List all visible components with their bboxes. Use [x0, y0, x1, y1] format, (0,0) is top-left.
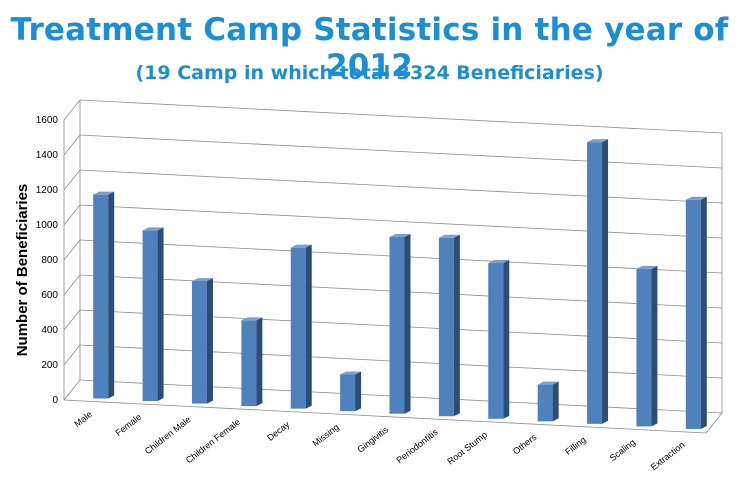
gridline	[79, 99, 723, 134]
bar-front	[290, 247, 306, 409]
y-tick-label: 1200	[36, 185, 59, 196]
bar-top	[389, 233, 411, 237]
bar	[290, 244, 312, 409]
bar	[587, 139, 609, 424]
bar-front	[191, 281, 207, 404]
bar-side	[700, 196, 707, 429]
x-tick-label: Filling	[563, 435, 588, 457]
bar-side	[503, 260, 510, 419]
bar	[340, 371, 362, 412]
bar-top	[142, 227, 164, 231]
y-tick-label: 600	[41, 290, 58, 301]
bar	[488, 260, 510, 419]
bar-front	[488, 263, 504, 419]
bar-front	[389, 236, 405, 414]
bar	[191, 278, 213, 404]
gridline-side	[63, 344, 81, 366]
bar	[537, 381, 559, 422]
y-tick-label: 800	[41, 255, 58, 266]
bar-side	[206, 278, 213, 404]
x-tick-label: Scaling	[608, 437, 637, 463]
bar-top	[537, 381, 559, 385]
gridline	[79, 169, 723, 204]
x-tick-label: Female	[113, 412, 143, 438]
y-tick-label: 200	[41, 360, 58, 371]
bar-top	[191, 278, 213, 282]
bar-top	[685, 196, 707, 200]
bar-top	[438, 234, 460, 238]
bar	[142, 227, 164, 402]
axes	[63, 100, 723, 434]
gridline	[79, 134, 723, 169]
bar-front	[438, 237, 454, 417]
bar-front	[636, 268, 652, 427]
bar-side	[453, 234, 460, 417]
bar-side	[602, 139, 609, 424]
bar-top	[636, 265, 658, 269]
bar-front	[241, 320, 257, 407]
bar-front	[340, 374, 356, 412]
bar	[389, 233, 411, 414]
y-tick-label: 1600	[36, 115, 59, 126]
y-tick-label: 1000	[36, 220, 59, 231]
gridline-side	[63, 309, 81, 331]
bar	[685, 196, 707, 429]
gridline-side	[63, 204, 81, 226]
y-axis-label: Number of Beneficiaries	[14, 184, 31, 357]
bar	[241, 317, 263, 407]
bar-side	[108, 191, 115, 399]
x-tick-label: Extraction	[649, 440, 687, 473]
gridline-side	[63, 239, 81, 261]
bar-side	[552, 381, 559, 422]
bar	[636, 265, 658, 427]
bar-front	[537, 384, 553, 422]
bar-front	[93, 194, 109, 399]
x-tick-label: Children Male	[143, 414, 193, 456]
bar-side	[157, 227, 164, 402]
y-tick-label: 0	[52, 395, 58, 406]
gridline-side	[63, 134, 81, 156]
x-tick-label: Periodontitis	[394, 427, 440, 466]
bar-side	[404, 233, 411, 414]
gridline-side	[63, 99, 81, 121]
x-axis-front	[63, 399, 707, 434]
x-tick-label: Gingivitis	[355, 424, 390, 455]
gridline-side	[63, 274, 81, 296]
bar-top	[488, 260, 510, 264]
bar-top	[290, 244, 312, 248]
bar-front	[587, 142, 603, 424]
gridline	[79, 204, 723, 239]
y-tick-label: 400	[41, 325, 58, 336]
bar-top	[340, 371, 362, 375]
x-tick-label: Male	[72, 409, 94, 429]
gridline-side	[63, 379, 81, 401]
x-tick-label: Children Female	[184, 417, 242, 466]
y-tick-labels: 0 200 400 600 800 1000 1200 1400 1600	[36, 115, 59, 406]
bar-top	[241, 317, 263, 321]
bar-top	[93, 191, 115, 195]
floor-right	[705, 412, 723, 434]
chart-title: Treatment Camp Statistics in the year of…	[10, 12, 729, 84]
bar-side	[651, 265, 658, 427]
x-tick-label: Root Stump	[445, 429, 489, 466]
x-tick-label: Missing	[311, 422, 341, 449]
x-tick-label: Decay	[265, 419, 292, 443]
y-tick-label: 1400	[36, 150, 59, 161]
bar-front	[142, 230, 158, 402]
bar-side	[305, 244, 312, 409]
bar-top	[587, 139, 609, 143]
bar-front	[685, 199, 701, 429]
bar	[438, 234, 460, 417]
gridline-side	[63, 169, 81, 191]
bar-side	[256, 317, 263, 407]
x-tick-label: Others	[511, 432, 539, 457]
bar-side	[355, 371, 362, 412]
bars	[93, 139, 707, 429]
chart-subtitle: (19 Camp in which total 3324 Beneficiari…	[135, 62, 604, 84]
bar	[93, 191, 115, 399]
